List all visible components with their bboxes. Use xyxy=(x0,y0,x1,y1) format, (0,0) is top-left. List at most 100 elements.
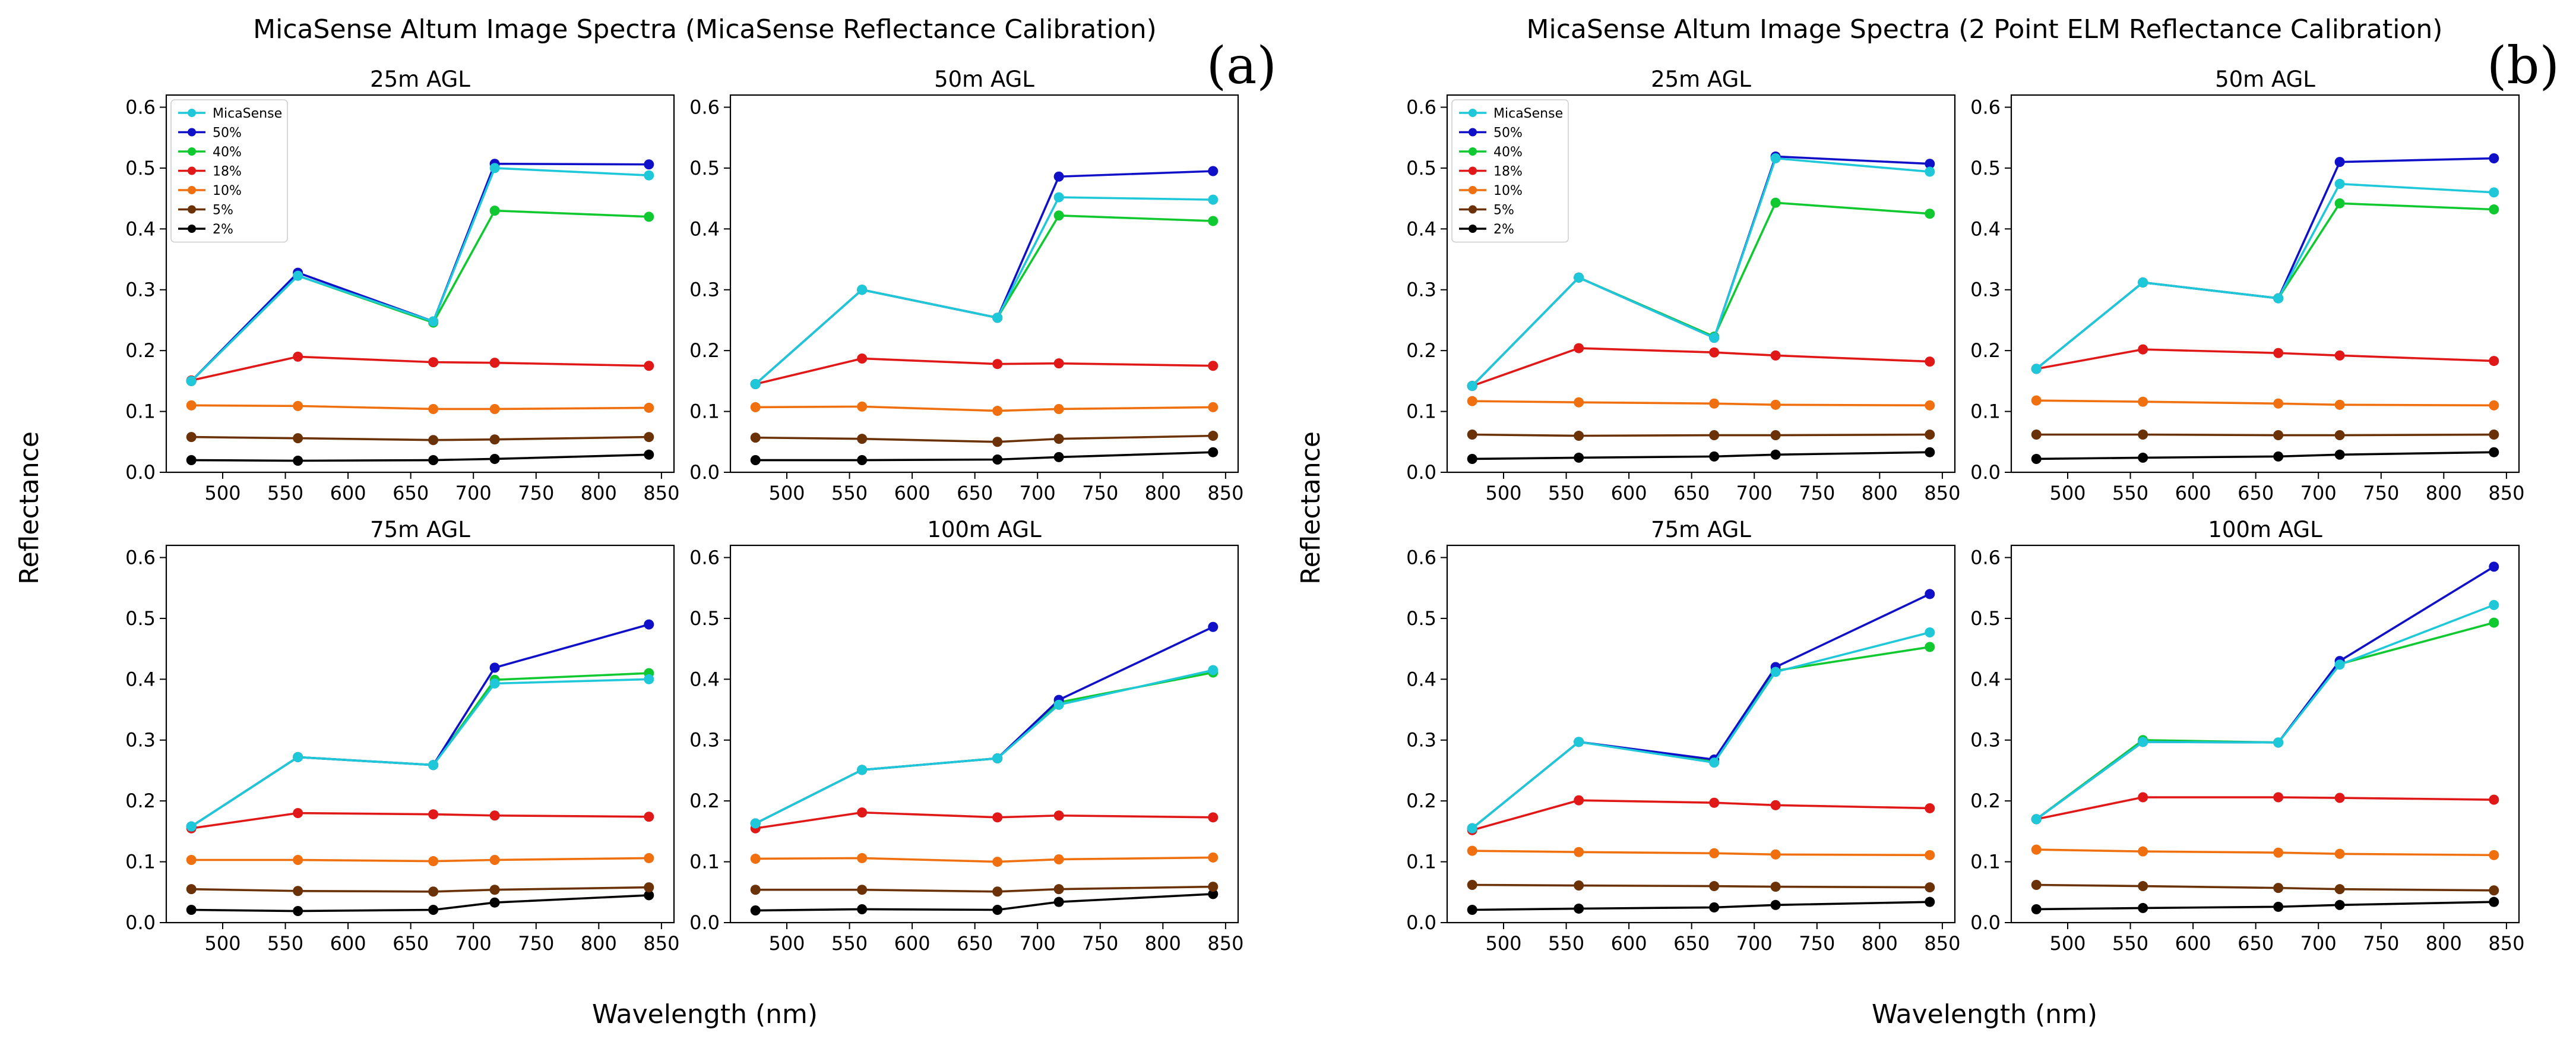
y-tick-label: 0.5 xyxy=(1970,607,2001,630)
data-point xyxy=(2138,846,2148,857)
legend-label: 40% xyxy=(1493,145,1523,160)
data-point xyxy=(186,432,197,443)
data-point xyxy=(857,765,868,775)
panel-title: 75m AGL xyxy=(370,517,470,542)
legend-label: 18% xyxy=(213,165,242,179)
data-point xyxy=(857,285,868,295)
y-tick-label: 0.1 xyxy=(1406,400,1436,423)
data-point xyxy=(1709,797,1720,808)
data-point xyxy=(857,401,868,412)
data-point xyxy=(489,434,500,445)
y-tick-label: 0.6 xyxy=(689,96,720,118)
data-point xyxy=(2489,430,2499,440)
legend-label: 5% xyxy=(1493,203,1514,218)
data-point xyxy=(186,400,197,411)
x-tick-label: 700 xyxy=(2300,932,2337,955)
x-tick-label: 850 xyxy=(1207,932,1243,955)
y-tick-label: 0.5 xyxy=(689,157,720,179)
chart-panel-3: 75m AGL 500 550 600 650 700 750 800 850 0.0 0.1 0.2… xyxy=(125,517,679,955)
legend-swatch-marker xyxy=(188,205,196,214)
data-point xyxy=(1709,347,1720,358)
y-tick-label: 0.2 xyxy=(1406,790,1436,812)
panel-title: 100m AGL xyxy=(2208,517,2322,542)
data-point xyxy=(1770,899,1781,910)
data-point xyxy=(644,361,654,371)
x-tick-label: 850 xyxy=(2488,932,2524,955)
legend: MicaSense 50% 40% 18% 10% 5% 2% xyxy=(170,99,288,243)
series-micasense xyxy=(2031,599,2499,825)
data-point xyxy=(489,855,500,866)
data-point xyxy=(1574,903,1584,914)
data-point xyxy=(2334,449,2345,460)
data-point xyxy=(1208,882,1219,892)
legend-swatch-marker xyxy=(188,109,196,117)
y-tick-label: 0.2 xyxy=(1970,339,2001,362)
data-point xyxy=(750,402,761,412)
series-micasense xyxy=(186,163,654,386)
data-point xyxy=(2334,350,2345,361)
x-tick-label: 750 xyxy=(1799,932,1835,955)
data-point xyxy=(2489,153,2499,164)
legend-label: 10% xyxy=(1493,184,1523,198)
y-tick-label: 0.0 xyxy=(1970,911,2001,934)
data-point xyxy=(1053,699,1064,710)
x-tick-label: 700 xyxy=(2300,482,2337,504)
data-point xyxy=(1925,447,1935,457)
data-point xyxy=(1770,800,1781,810)
series-5pct xyxy=(750,882,1219,897)
data-point xyxy=(293,400,303,411)
axes-frame xyxy=(165,544,675,924)
x-tick-label: 700 xyxy=(455,932,492,955)
y-tick-label: 0.0 xyxy=(125,461,156,484)
data-point xyxy=(644,449,654,460)
data-point xyxy=(992,753,1003,763)
series-5pct xyxy=(2031,430,2499,441)
data-point xyxy=(1574,452,1584,463)
data-point xyxy=(293,456,303,466)
data-point xyxy=(750,853,761,864)
data-point xyxy=(1053,192,1064,203)
data-point xyxy=(1574,397,1584,408)
data-point xyxy=(428,316,439,327)
data-point xyxy=(644,890,654,901)
data-point xyxy=(2334,884,2345,895)
legend-swatch-marker xyxy=(188,147,196,156)
y-tick-label: 0.3 xyxy=(1406,729,1436,752)
data-point xyxy=(2031,844,2042,855)
x-tick-label: 600 xyxy=(2175,482,2211,504)
data-point xyxy=(1053,210,1064,221)
data-point xyxy=(186,375,197,386)
y-tick-label: 0.5 xyxy=(689,607,720,630)
data-point xyxy=(428,357,439,368)
series-2pct xyxy=(1467,447,1935,464)
y-tick-label: 0.4 xyxy=(689,668,720,690)
x-tick-label: 600 xyxy=(2175,932,2211,955)
data-point xyxy=(1467,430,1477,440)
x-tick-label: 550 xyxy=(267,482,303,504)
x-tick-label: 850 xyxy=(2488,482,2524,504)
y-tick-label: 0.2 xyxy=(1406,339,1436,362)
data-point xyxy=(1770,399,1781,410)
legend-label: 18% xyxy=(1493,165,1523,179)
y-tick-label: 0.3 xyxy=(689,279,720,301)
x-tick-label: 550 xyxy=(267,932,303,955)
data-point xyxy=(1574,272,1584,283)
data-point xyxy=(1208,166,1219,176)
series-10pct xyxy=(1467,845,1935,860)
data-point xyxy=(2031,880,2042,890)
data-point xyxy=(1925,430,1935,440)
data-point xyxy=(1709,757,1720,768)
data-point xyxy=(489,662,500,673)
x-tick-label: 700 xyxy=(1020,482,1056,504)
x-tick-label: 850 xyxy=(643,932,679,955)
series-10pct xyxy=(750,852,1219,867)
data-point xyxy=(857,853,868,863)
data-point xyxy=(186,904,197,915)
x-tick-label: 500 xyxy=(204,482,240,504)
series-5pct xyxy=(750,431,1219,447)
data-point xyxy=(2334,157,2345,168)
legend: MicaSense 50% 40% 18% 10% 5% 2% xyxy=(1451,99,1569,243)
data-point xyxy=(1574,431,1584,441)
y-tick-label: 0.0 xyxy=(689,461,720,484)
x-tick-label: 650 xyxy=(393,482,429,504)
